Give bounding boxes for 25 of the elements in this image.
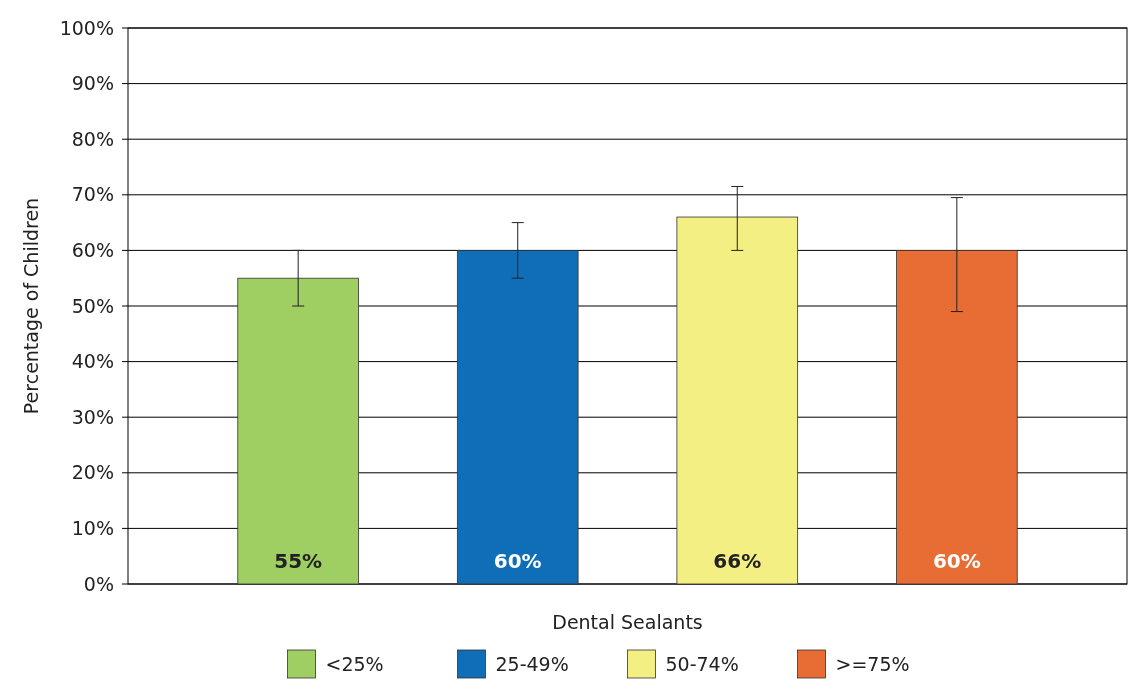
y-axis-title: Percentage of Children — [20, 197, 42, 415]
y-tick-label: 40% — [71, 350, 114, 373]
legend-label: <25% — [325, 652, 384, 675]
bar — [896, 250, 1018, 585]
y-tick-label: 70% — [71, 183, 114, 206]
bar — [237, 277, 359, 585]
y-tick-label: 20% — [71, 461, 114, 484]
y-tick-label: 90% — [71, 72, 114, 95]
y-tick-label: 80% — [71, 127, 114, 150]
y-tick-label: 100% — [59, 16, 114, 39]
y-tick-label: 0% — [83, 572, 114, 595]
y-tick-label: 30% — [71, 405, 114, 428]
y-tick-label: 50% — [71, 294, 114, 317]
legend-label: 25-49% — [495, 652, 569, 675]
y-tick-label: 10% — [71, 517, 114, 540]
data-label: 66% — [713, 549, 762, 573]
legend-label: >=75% — [835, 652, 910, 675]
data-label: 60% — [932, 549, 981, 573]
bar — [456, 250, 579, 585]
legend-label: 50-74% — [665, 652, 739, 675]
bar — [676, 216, 799, 585]
data-label: 55% — [274, 549, 323, 573]
x-tick-label: Dental Sealants — [552, 611, 703, 633]
y-tick-label: 60% — [71, 239, 114, 262]
data-label: 60% — [493, 549, 542, 573]
